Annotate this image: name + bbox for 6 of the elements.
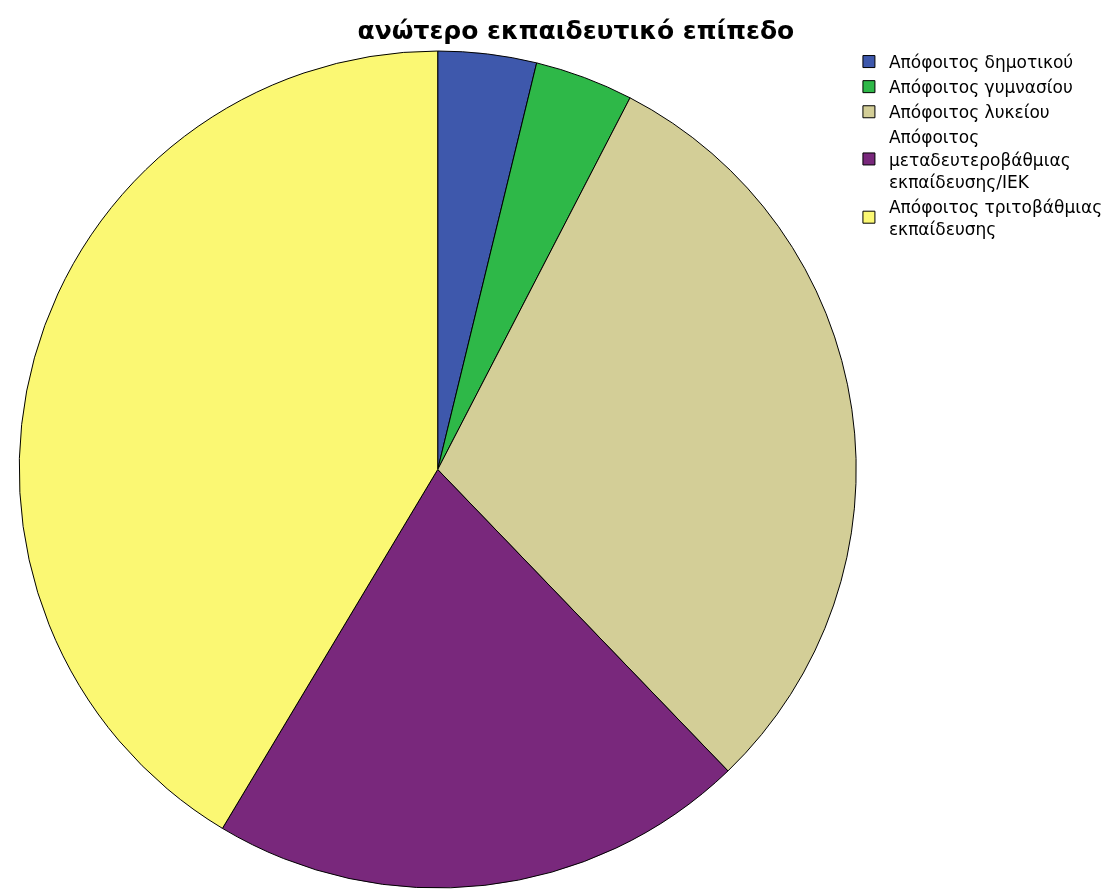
- legend-label: Απόφοιτος γυμνασίου: [888, 77, 1073, 98]
- legend-label: Απόφοιτος λυκείου: [888, 102, 1050, 123]
- legend-label: Απόφοιτος τριτοβάθμιας εκπαίδευσης: [888, 196, 1103, 239]
- chart-title: ανώτερο εκπαιδευτικό επίπεδο: [357, 15, 795, 45]
- legend-label: Απόφοιτος μεταδευτεροβάθμιας εκπαίδευσης/ΙΕΚ: [888, 127, 1071, 192]
- legend-label: Απόφοιτος δημοτικού: [888, 52, 1074, 73]
